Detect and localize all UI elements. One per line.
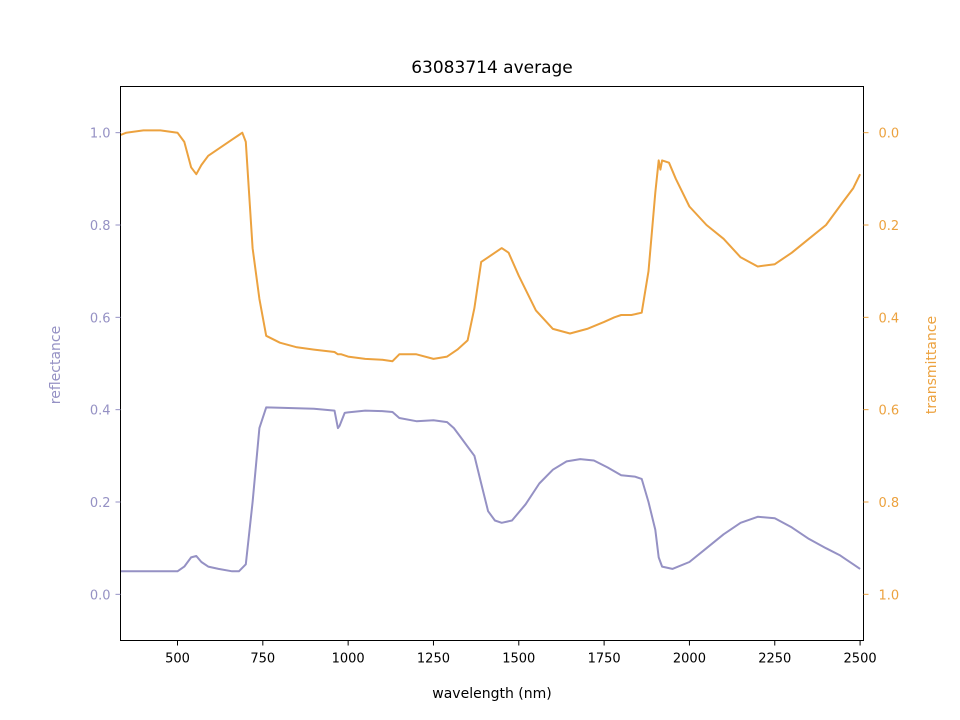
y2-tick-label: 1.0 [879, 588, 900, 603]
y-axis-label: reflectance [48, 326, 64, 404]
x-tick-label: 750 [250, 652, 275, 667]
y2-tick-label: 0.0 [879, 127, 900, 142]
x-tick-label: 2500 [844, 652, 877, 667]
y-tick-label: 0.4 [90, 404, 111, 419]
y2-tick-label: 0.4 [879, 311, 900, 326]
x-tick-label: 2000 [673, 652, 706, 667]
x-tick-label: 500 [165, 652, 190, 667]
x-axis-label: wavelength (nm) [432, 686, 551, 702]
x-tick-label: 1750 [588, 652, 621, 667]
x-tick-label: 1250 [417, 652, 450, 667]
y-tick-label: 0.2 [90, 496, 111, 511]
chart-title: 63083714 average [411, 58, 573, 78]
plot-frame [120, 86, 864, 641]
series-line-reflectance [120, 406, 861, 573]
y-tick-label: 1.0 [90, 127, 111, 142]
x-tick-label: 2250 [758, 652, 791, 667]
y-tick-label: 0.6 [90, 311, 111, 326]
x-tick-label: 1000 [332, 652, 365, 667]
axes-layer: 500 750 1000 1250 1500 1750 2000 2250 2500 0.0 0.2… [90, 127, 899, 667]
series-layer [120, 129, 861, 573]
y2-tick-label: 0.6 [879, 404, 900, 419]
series-line-transmittance [120, 129, 861, 363]
y-tick-label: 0.8 [90, 219, 111, 234]
y2-tick-label: 0.2 [879, 219, 900, 234]
x-tick-label: 1500 [502, 652, 535, 667]
y2-axis-label: transmittance [924, 316, 940, 414]
y2-tick-label: 0.8 [879, 496, 900, 511]
y-tick-label: 0.0 [90, 588, 111, 603]
